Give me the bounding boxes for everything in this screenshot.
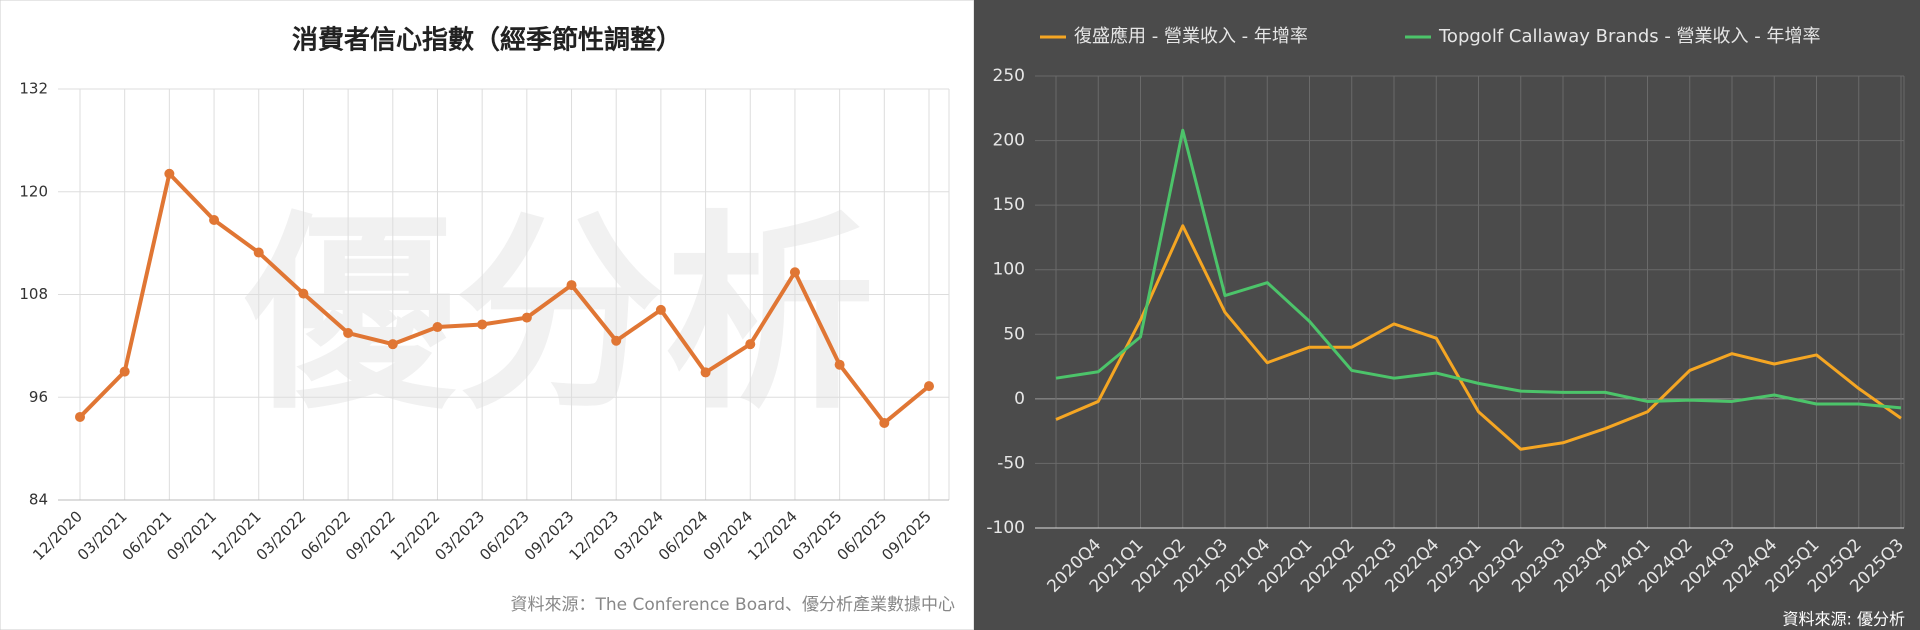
y-tick-label: 108 (19, 285, 48, 303)
point (879, 417, 890, 428)
point (834, 359, 845, 370)
series-line (1055, 224, 1902, 451)
point (655, 304, 666, 315)
right-panel (974, 0, 1920, 630)
point (387, 339, 398, 350)
point (566, 280, 577, 291)
point (924, 381, 934, 392)
point (745, 339, 756, 350)
point (477, 319, 488, 330)
y-tick-label: 132 (19, 80, 48, 98)
y-tick-label: 150 (993, 195, 1025, 215)
y-tick-label: -50 (997, 453, 1025, 473)
y-tick-label: 84 (29, 491, 48, 509)
series-line (1055, 128, 1902, 410)
y-tick-label: 50 (1003, 324, 1025, 344)
y-tick-label: -100 (986, 518, 1025, 538)
y-tick-label: 100 (993, 260, 1025, 280)
point (75, 411, 85, 422)
watermark: 優分析 (244, 193, 875, 438)
y-tick-label: 96 (29, 388, 48, 406)
point (789, 267, 800, 278)
series-line (78, 171, 931, 425)
point (119, 366, 130, 377)
point (209, 215, 220, 226)
source-note: 資料來源：The Conference Board、優分析產業數據中心 (510, 595, 955, 615)
y-tick-label: 200 (993, 131, 1025, 151)
y-tick-label: 120 (19, 182, 48, 200)
source-note: 資料來源: 優分析 (1783, 610, 1905, 629)
point (164, 168, 175, 179)
legend-label: Topgolf Callaway Brands - 營業收入 - 年增率 (1438, 26, 1821, 47)
point (611, 335, 622, 346)
y-tick-label: 250 (993, 66, 1025, 86)
point (521, 312, 532, 323)
chart-title: 消費者信心指數（經季節性調整） (292, 25, 682, 56)
point (253, 247, 264, 258)
left-panel (0, 0, 975, 630)
point (343, 328, 354, 339)
point (298, 288, 309, 299)
y-tick-label: 0 (1014, 389, 1025, 409)
legend-label: 復盛應用 - 營業收入 - 年增率 (1074, 25, 1308, 47)
point (432, 322, 443, 333)
point (700, 367, 711, 378)
